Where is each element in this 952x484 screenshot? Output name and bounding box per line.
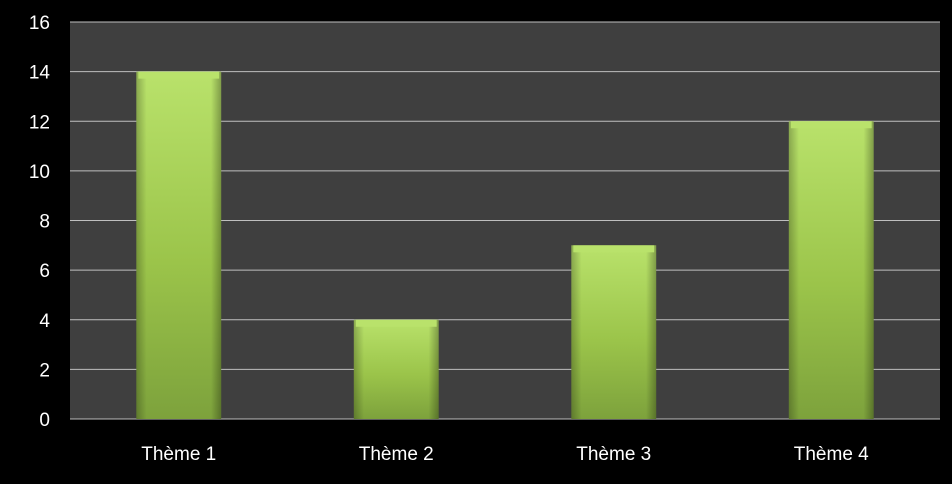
y-tick-label: 2: [39, 360, 50, 381]
y-tick-label: 8: [39, 212, 50, 233]
bar-shading: [571, 245, 657, 419]
x-tick-label: Thème 4: [794, 444, 869, 465]
x-tick-label: Thème 1: [141, 444, 216, 465]
bar-shading: [788, 121, 874, 419]
y-tick-label: 6: [39, 261, 50, 282]
x-tick-label: Thème 3: [576, 444, 651, 465]
bar-top-bevel: [355, 319, 437, 327]
y-tick-label: 12: [29, 112, 50, 133]
y-tick-label: 4: [39, 311, 50, 332]
bar: [571, 245, 657, 419]
x-axis-tick-labels: Thème 1 Thème 2 Thème 3 Thème 4: [141, 444, 869, 465]
x-tick-label: Thème 2: [359, 444, 434, 465]
bars: [136, 71, 874, 419]
y-tick-label: 0: [39, 410, 50, 431]
bar: [353, 319, 439, 419]
bar-shading: [353, 319, 439, 419]
bar-shading: [136, 71, 222, 419]
y-tick-label: 14: [29, 63, 51, 84]
bar-top-bevel: [138, 71, 220, 79]
bar: [136, 71, 222, 419]
bar-top-bevel: [790, 121, 872, 129]
y-tick-label: 10: [29, 162, 50, 183]
y-tick-label: 16: [29, 13, 50, 34]
bar: [788, 121, 874, 419]
bar-top-bevel: [573, 245, 655, 253]
y-axis-tick-labels: 0 2 4 6 8 10 12 14 16: [29, 13, 51, 431]
